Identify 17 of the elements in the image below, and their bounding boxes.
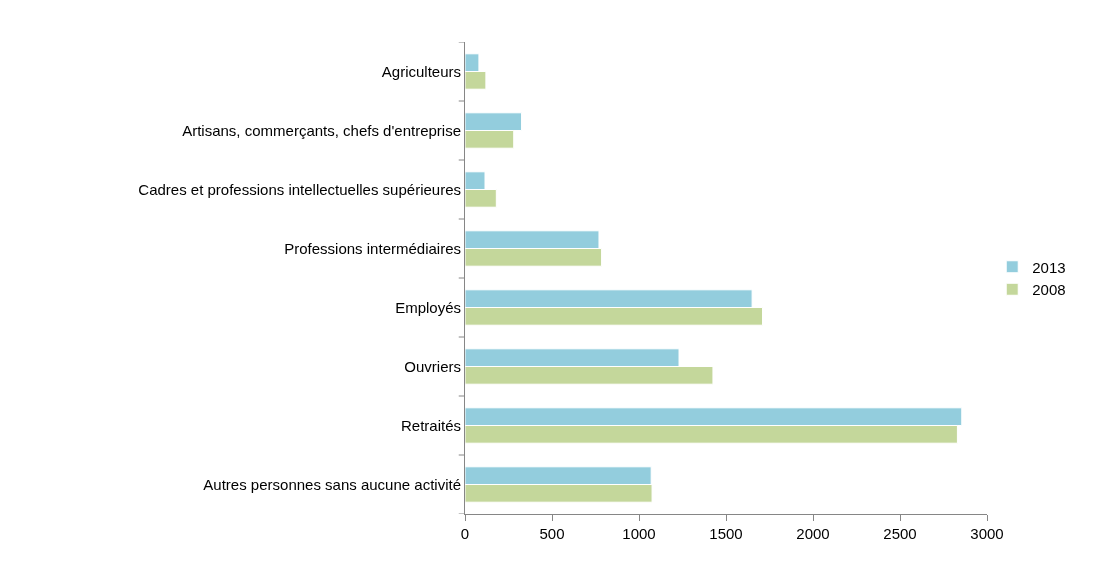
x-tick-label: 3000 [970, 525, 1004, 542]
y-tick-label: Retraités [400, 416, 461, 434]
legend-label: 2013 [1032, 258, 1066, 276]
x-tick-label: 2500 [883, 525, 917, 542]
y-tick-label: Autres personnes sans aucune activité [203, 475, 461, 493]
y-tick-label: Employés [395, 298, 461, 316]
y-tick-label: Agriculteurs [381, 62, 461, 80]
x-tick-label: 500 [539, 525, 565, 542]
x-tick-label: 1500 [709, 525, 743, 542]
y-tick-label: Artisans, commerçants, chefs d'entreprise [182, 121, 461, 139]
x-tick-label: 1000 [622, 525, 656, 542]
legend-label: 2008 [1032, 281, 1066, 299]
x-tick-label: 2000 [796, 525, 830, 542]
y-tick-label: Professions intermédiaires [284, 239, 461, 257]
y-tick-label: Cadres et professions intellectuelles supérieures [138, 180, 461, 198]
y-tick-label: Ouvriers [404, 357, 461, 375]
x-tick-label: 0 [460, 525, 470, 542]
